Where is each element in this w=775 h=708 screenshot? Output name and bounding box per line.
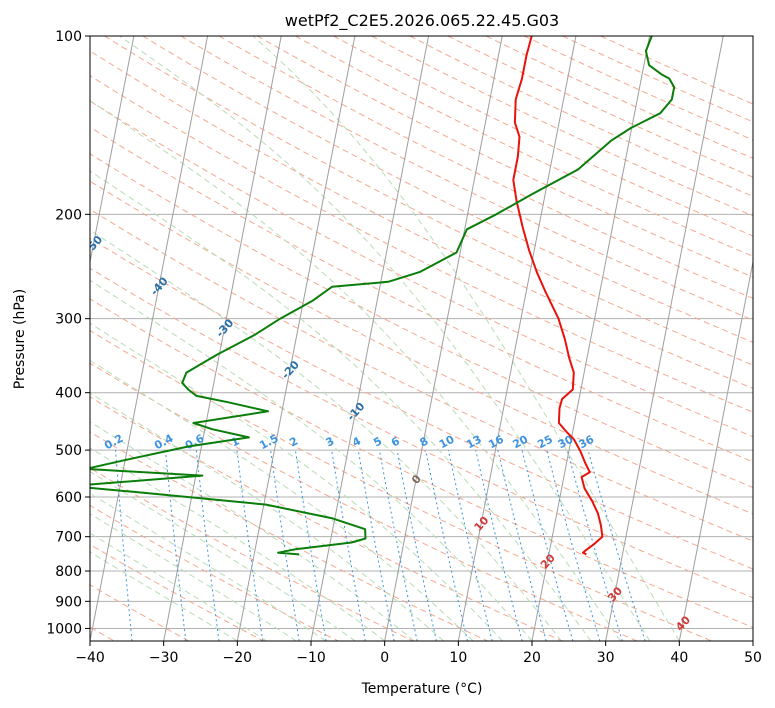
isotherm-line bbox=[678, 259, 753, 641]
mixing-ratio-label: 25 bbox=[535, 433, 555, 452]
isotherm-line bbox=[605, 36, 724, 641]
dry-adiabat bbox=[90, 298, 753, 629]
moist-adiabat bbox=[90, 100, 621, 641]
dry-adiabat bbox=[90, 267, 753, 599]
dry-adiabat bbox=[90, 396, 563, 641]
y-tick-label: 300 bbox=[55, 312, 82, 328]
y-tick-label: 1000 bbox=[46, 621, 82, 637]
mixing-ratio-line bbox=[566, 449, 623, 641]
dry-adiabat bbox=[90, 329, 712, 641]
moist-adiabat bbox=[90, 322, 503, 641]
x-tick-label: −10 bbox=[296, 650, 326, 666]
moist-adiabat bbox=[90, 447, 385, 641]
x-tick-label: 20 bbox=[523, 650, 541, 666]
mixing-ratio-line bbox=[497, 449, 547, 641]
dry-adiabat bbox=[90, 584, 190, 641]
moist-adiabat bbox=[90, 532, 268, 641]
mixing-ratio-line bbox=[425, 449, 468, 641]
mixing-ratio-line bbox=[521, 449, 574, 641]
mixing-ratio-label: 16 bbox=[486, 433, 506, 452]
y-tick-label: 100 bbox=[55, 29, 82, 45]
dry-adiabat bbox=[90, 504, 339, 641]
moist-adiabat bbox=[252, 36, 680, 641]
y-tick-label: 900 bbox=[55, 594, 82, 610]
mixing-ratio-label: 10 bbox=[437, 432, 457, 451]
moist-adiabat bbox=[90, 359, 474, 641]
dry-adiabat bbox=[90, 543, 264, 641]
y-axis-label: Pressure (hPa) bbox=[12, 289, 28, 389]
mixing-ratio-label: 36 bbox=[577, 433, 597, 452]
plot-frame bbox=[89, 35, 754, 642]
mixing-ratio-line bbox=[546, 449, 601, 641]
isotherm-line bbox=[163, 36, 282, 641]
mixing-ratio-line bbox=[396, 450, 437, 641]
moist-adiabat bbox=[90, 170, 592, 641]
x-tick-label: −20 bbox=[223, 650, 253, 666]
background-lines bbox=[90, 36, 753, 641]
isotherm-line bbox=[236, 36, 356, 641]
dewpoint-profile bbox=[90, 36, 676, 556]
moist-adiabat bbox=[90, 470, 356, 641]
dry-adiabat bbox=[90, 208, 753, 542]
dry-adiabat bbox=[90, 362, 638, 641]
moist-adiabat bbox=[90, 392, 444, 641]
moist-adiabat bbox=[119, 36, 651, 641]
dry-adiabat bbox=[90, 126, 753, 463]
mixing-ratio-line bbox=[587, 449, 646, 641]
x-tick-label: 50 bbox=[744, 650, 762, 666]
x-tick-label: 30 bbox=[597, 650, 615, 666]
y-tick-label: 800 bbox=[55, 564, 82, 580]
x-tick-label: −30 bbox=[149, 650, 179, 666]
moist-adiabat bbox=[90, 229, 562, 641]
isotherm-line bbox=[90, 36, 135, 265]
dry-adiabat bbox=[90, 100, 753, 438]
x-tick-label: 10 bbox=[449, 650, 467, 666]
y-tick-label: 200 bbox=[55, 207, 82, 223]
y-tick-label: 600 bbox=[55, 490, 82, 506]
mixing-ratio-line bbox=[357, 450, 395, 641]
y-axis: 100 200 300 400 500 600 700 800 900 1000 bbox=[46, 29, 90, 637]
y-tick-label: 700 bbox=[55, 530, 82, 546]
isotherm-line bbox=[531, 36, 651, 641]
profiles bbox=[90, 36, 676, 556]
x-tick-label: −40 bbox=[75, 650, 105, 666]
x-axis: −40 −30 −20 −10 0 10 20 30 40 50 bbox=[75, 641, 762, 666]
mixing-ratio-line bbox=[475, 449, 523, 641]
temperature-profile bbox=[512, 36, 604, 556]
x-tick-label: 40 bbox=[670, 650, 688, 666]
mixing-ratio-line bbox=[447, 449, 493, 641]
dry-adiabat bbox=[90, 180, 753, 515]
mixing-ratio-label: 20 bbox=[511, 432, 531, 451]
x-axis-label: Temperature (°C) bbox=[361, 681, 483, 697]
isotherm-line bbox=[90, 36, 209, 641]
dry-adiabat bbox=[90, 153, 753, 489]
moist-adiabat bbox=[90, 551, 238, 641]
y-tick-label: 500 bbox=[55, 443, 82, 459]
x-tick-label: 0 bbox=[380, 650, 389, 666]
isotherm-line bbox=[384, 36, 503, 641]
mixing-ratio-label: 13 bbox=[464, 433, 484, 452]
mixing-ratio-line bbox=[378, 450, 418, 641]
dry-adiabat bbox=[90, 431, 488, 641]
y-tick-label: 400 bbox=[55, 386, 82, 402]
isotherm-line bbox=[310, 36, 430, 641]
isotherm-line bbox=[457, 36, 577, 641]
chart-title: wetPf2_C2E5.2026.065.22.45.G03 bbox=[285, 11, 559, 31]
